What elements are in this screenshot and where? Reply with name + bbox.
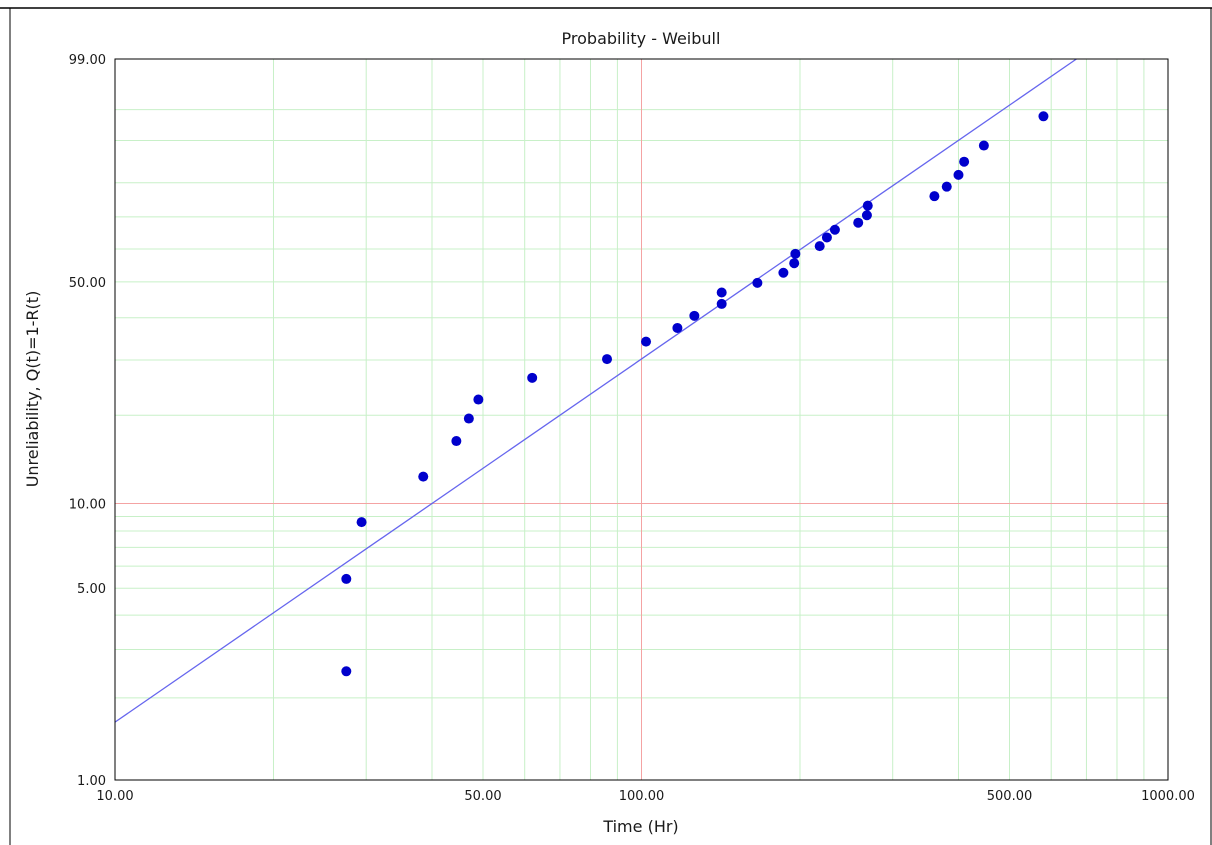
data-point: [463, 413, 474, 424]
data-point: [716, 287, 727, 298]
x-tick-label: 50.00: [464, 789, 501, 804]
data-point: [602, 354, 613, 365]
y-tick-label: 50.00: [69, 276, 106, 291]
data-point: [341, 666, 352, 677]
y-tick-label: 10.00: [69, 498, 106, 513]
data-point: [752, 277, 763, 288]
reference-lines: [115, 59, 1168, 780]
x-axis-label: Time (Hr): [602, 817, 678, 836]
data-point: [978, 140, 989, 151]
data-point: [689, 310, 700, 321]
fit-line-layer: [114, 58, 1077, 723]
x-tick-label: 10.00: [96, 789, 133, 804]
y-axis-label: Unreliability, Q(t)=1-R(t): [23, 291, 42, 488]
data-point: [829, 224, 840, 235]
data-point: [418, 471, 429, 482]
data-point: [672, 322, 683, 333]
data-point: [1038, 111, 1049, 122]
data-point: [356, 517, 367, 528]
data-point: [716, 298, 727, 309]
plot-area-border: [114, 58, 1169, 781]
chart-title: Probability - Weibull: [562, 29, 721, 48]
data-points: [341, 111, 1049, 677]
data-point: [473, 394, 484, 405]
data-point: [821, 232, 832, 243]
data-point: [527, 372, 538, 383]
x-tick-label: 100.00: [619, 789, 665, 804]
data-point: [853, 217, 864, 228]
data-point: [941, 181, 952, 192]
data-point: [789, 258, 800, 269]
x-tick-labels: 10.00 50.00 100.00 500.00 1000.00: [96, 789, 1194, 804]
x-tick-label: 1000.00: [1141, 789, 1195, 804]
data-point: [641, 336, 652, 347]
y-tick-labels: 1.00 5.00 10.00 50.00 99.00: [69, 53, 106, 789]
data-point: [451, 436, 462, 447]
data-point: [861, 210, 872, 221]
data-point: [814, 241, 825, 252]
data-point: [778, 267, 789, 278]
data-point: [862, 200, 873, 211]
data-point: [341, 573, 352, 584]
y-tick-label: 1.00: [77, 774, 106, 789]
data-point: [959, 156, 970, 167]
x-tick-label: 500.00: [987, 789, 1033, 804]
weibull-fit-line: [114, 58, 1077, 723]
data-point: [929, 191, 940, 202]
y-tick-label: 99.00: [69, 53, 106, 68]
data-point: [790, 248, 801, 259]
data-point: [953, 169, 964, 180]
y-tick-label: 5.00: [77, 582, 106, 597]
